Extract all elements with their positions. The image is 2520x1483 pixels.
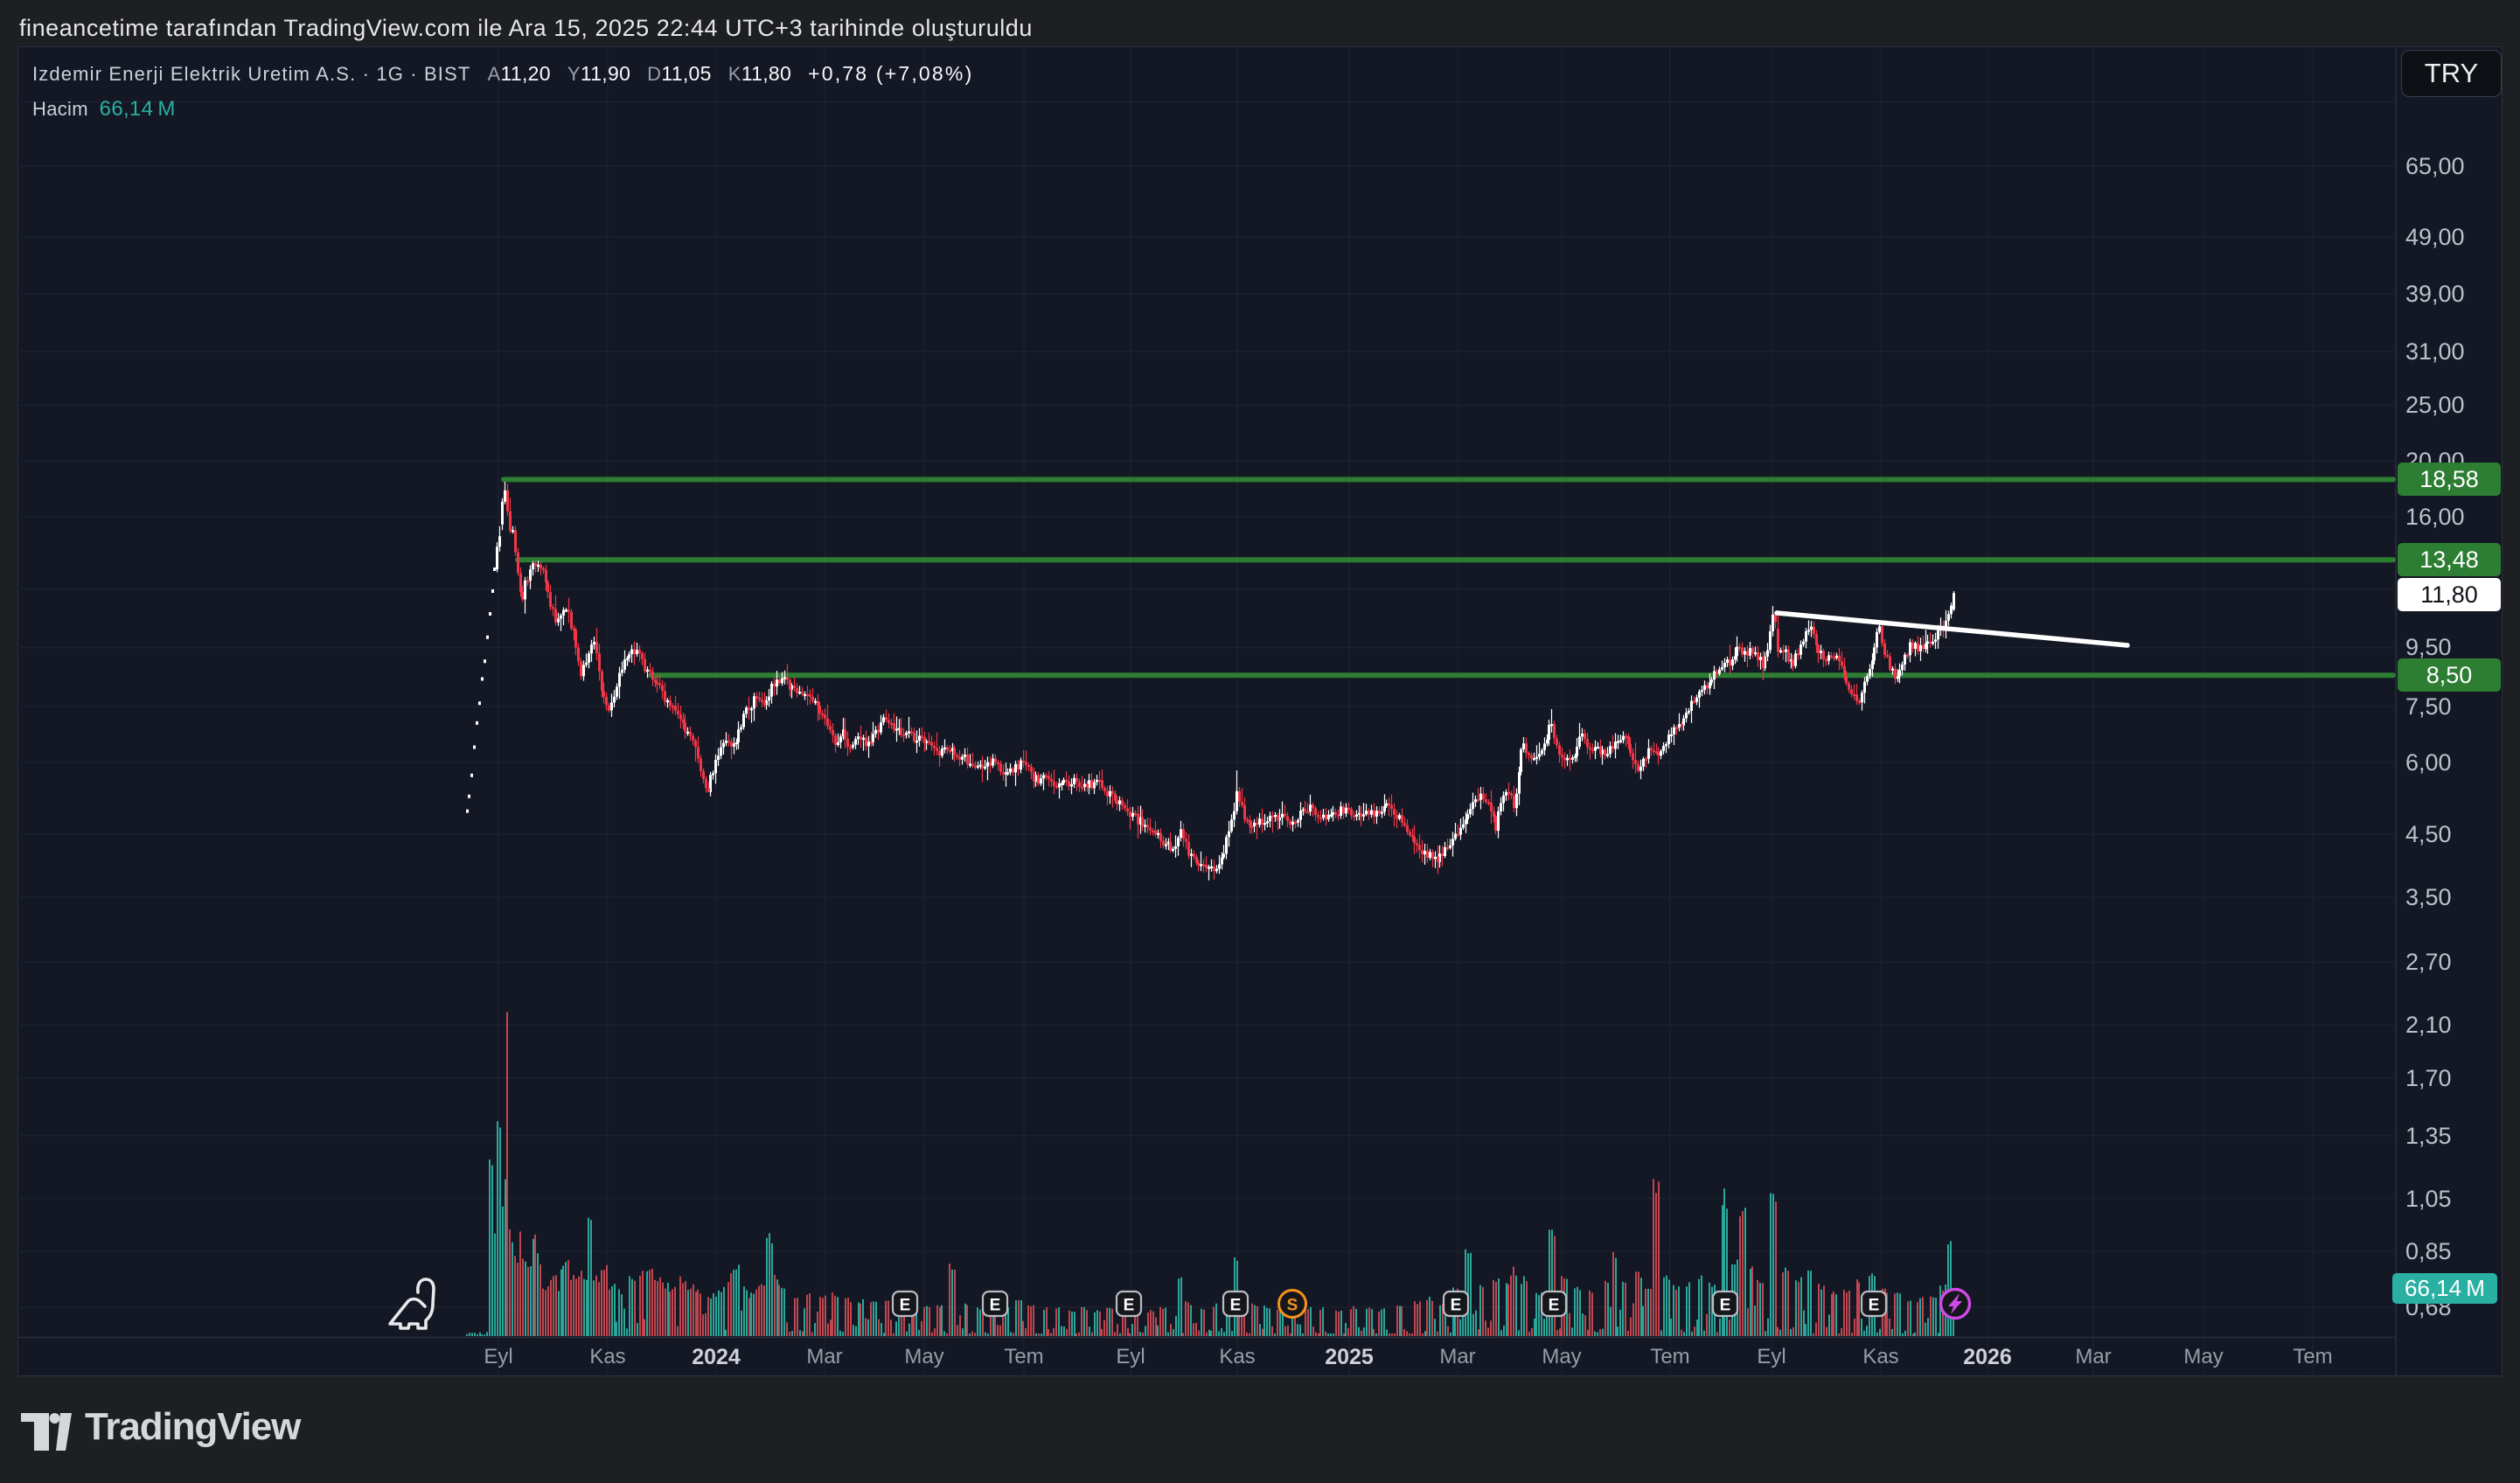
svg-text:E: E xyxy=(1549,1297,1560,1315)
svg-text:E: E xyxy=(900,1297,911,1315)
svg-text:E: E xyxy=(990,1297,1001,1315)
svg-text:E: E xyxy=(1124,1297,1135,1315)
svg-text:E: E xyxy=(1230,1297,1242,1315)
svg-text:E: E xyxy=(1451,1297,1462,1315)
svg-text:E: E xyxy=(1869,1297,1880,1315)
svg-text:E: E xyxy=(1720,1297,1731,1315)
svg-text:S: S xyxy=(1287,1297,1298,1315)
